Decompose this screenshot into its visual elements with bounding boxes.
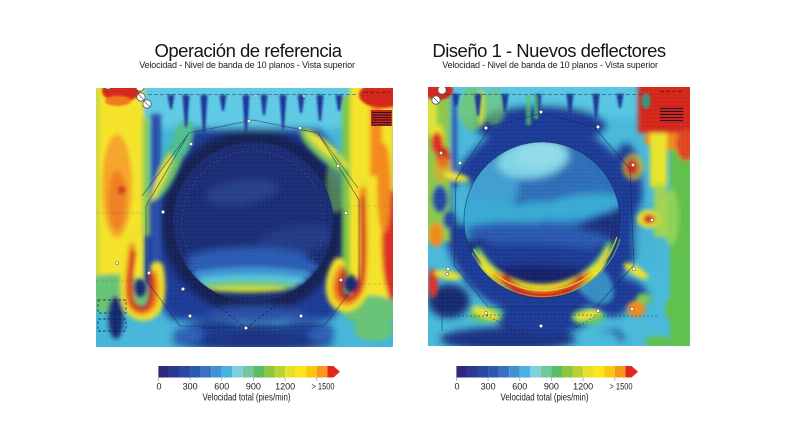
svg-text:600: 600 <box>512 381 527 391</box>
svg-text:300: 300 <box>183 382 198 392</box>
svg-text:0: 0 <box>454 381 459 391</box>
svg-text:Velocidad total (pies/min): Velocidad total (pies/min) <box>203 393 291 404</box>
svg-text:> 1500: > 1500 <box>312 382 335 392</box>
svg-text:600: 600 <box>214 382 229 392</box>
svg-text:0: 0 <box>156 382 161 392</box>
svg-text:900: 900 <box>246 382 261 392</box>
svg-text:Velocidad total (pies/min): Velocidad total (pies/min) <box>501 392 589 403</box>
svg-text:300: 300 <box>481 381 496 391</box>
svg-text:1200: 1200 <box>275 382 295 392</box>
svg-text:900: 900 <box>544 381 559 391</box>
svg-text:> 1500: > 1500 <box>610 381 633 391</box>
svg-text:1200: 1200 <box>573 381 593 391</box>
